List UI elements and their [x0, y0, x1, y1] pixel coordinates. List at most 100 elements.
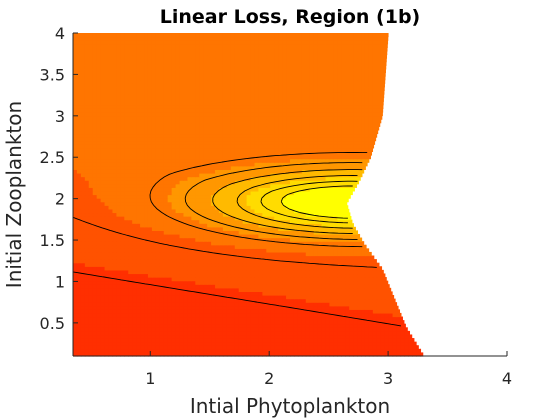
fill-cell [128, 352, 133, 357]
fill-cell [207, 284, 212, 289]
fill-cell [357, 248, 362, 253]
fill-cell [183, 190, 189, 196]
fill-cell [333, 147, 338, 153]
fill-cell [171, 126, 177, 131]
fill-cell [144, 165, 149, 170]
fill-cell [136, 226, 141, 231]
fill-cell [262, 273, 267, 278]
fill-cell [100, 255, 106, 260]
fill-cell [325, 298, 331, 303]
fill-cell [218, 129, 224, 135]
fill-cell [337, 294, 342, 300]
fill-cell [163, 237, 169, 242]
fill-cell [88, 345, 94, 350]
fill-cell [175, 338, 181, 343]
fill-cell [96, 140, 102, 145]
fill-cell [96, 255, 102, 260]
fill-cell [183, 294, 189, 300]
fill-cell [361, 172, 363, 178]
fill-cell [305, 291, 311, 296]
fill-cell [266, 266, 271, 271]
fill-cell [345, 230, 350, 235]
fill-cell [92, 169, 98, 174]
fill-cell [73, 180, 78, 185]
fill-cell [222, 316, 228, 321]
fill-cell [88, 338, 94, 343]
fill-cell [361, 277, 366, 282]
fill-cell [92, 205, 98, 210]
fill-cell [357, 155, 362, 160]
fill-cell [84, 205, 90, 210]
fill-cell [199, 205, 204, 210]
fill-cell [218, 348, 224, 354]
fill-cell [136, 269, 141, 275]
fill-cell [357, 298, 362, 303]
fill-cell [155, 198, 161, 203]
fill-cell [104, 144, 110, 149]
fill-cell [175, 291, 181, 296]
fill-cell [120, 126, 125, 131]
fill-cell [262, 129, 267, 135]
fill-cell [297, 183, 303, 188]
fill-cell [222, 201, 228, 206]
fill-cell [270, 255, 275, 260]
fill-cell [124, 237, 129, 242]
fill-cell [392, 345, 398, 350]
fill-cell [218, 320, 224, 325]
fill-cell [163, 320, 169, 325]
fill-cell [112, 330, 117, 336]
fill-cell [278, 155, 283, 160]
fill-cell [372, 277, 378, 282]
fill-cell [353, 298, 358, 303]
fill-cell [191, 129, 196, 135]
fill-cell [333, 320, 338, 325]
fill-cell [274, 305, 279, 310]
fill-cell [408, 338, 413, 343]
fill-cell [163, 183, 169, 188]
fill-cell [262, 133, 267, 138]
fill-cell [151, 208, 157, 214]
fill-cell [159, 126, 165, 131]
fill-cell [211, 137, 216, 142]
fill-cell [144, 280, 149, 285]
fill-cell [215, 330, 220, 336]
fill-cell [230, 330, 236, 336]
fill-cell [384, 287, 390, 292]
fill-cell [218, 172, 224, 178]
fill-cell [132, 345, 137, 350]
fill-cell [159, 183, 165, 188]
fill-cell [167, 266, 173, 271]
fill-cell [171, 251, 177, 257]
fill-cell [151, 269, 157, 275]
fill-cell [116, 327, 121, 332]
fill-cell [73, 219, 78, 224]
fill-cell [144, 287, 149, 292]
fill-cell [242, 180, 248, 185]
fill-cell [258, 151, 263, 156]
fill-cell [364, 273, 370, 278]
fill-cell [144, 241, 149, 246]
fill-cell [357, 277, 362, 282]
fill-cell [183, 183, 189, 188]
fill-cell [96, 298, 102, 303]
fill-cell [333, 269, 338, 275]
fill-cell [297, 230, 303, 235]
fill-cell [112, 155, 117, 160]
fill-cell [195, 169, 200, 174]
fill-cell [155, 255, 161, 260]
fill-cell [349, 194, 351, 199]
fill-cell [136, 223, 141, 228]
fill-cell [368, 323, 374, 328]
fill-cell [349, 190, 353, 196]
fill-cell [80, 302, 86, 307]
fill-cell [238, 316, 244, 321]
fill-cell [357, 259, 362, 264]
fill-cell [321, 172, 327, 178]
fill-cell [199, 348, 204, 354]
fill-cell [207, 144, 212, 149]
fill-cell [262, 334, 267, 339]
fill-cell [254, 187, 260, 192]
fill-cell [167, 223, 173, 228]
fill-cell [262, 277, 267, 282]
fill-cell [321, 277, 327, 282]
